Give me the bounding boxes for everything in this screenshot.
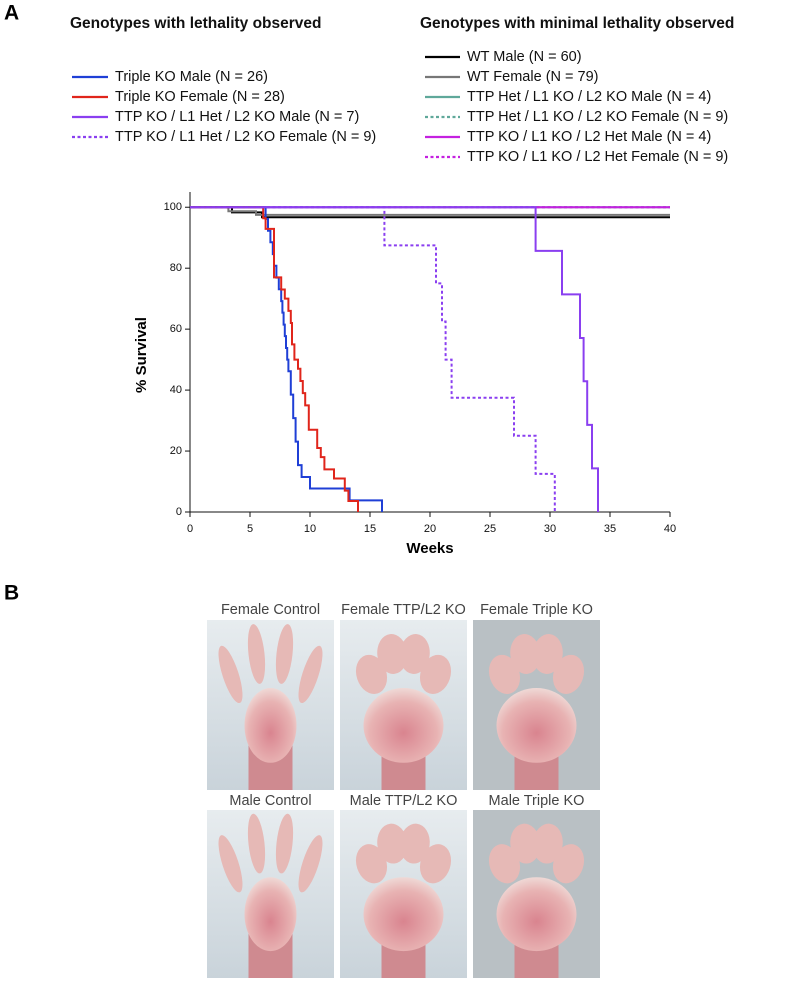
photo-caption: Female Control (221, 602, 320, 618)
legend-label: Triple KO Female (N = 28) (115, 89, 285, 105)
legend-label: WT Male (N = 60) (467, 49, 582, 65)
x-tick-label: 0 (187, 523, 193, 535)
paw-toe (218, 645, 243, 704)
paw-palm (363, 877, 444, 952)
photo-panel: Female Control Female TTP/L2 KO Female Tri… (207, 602, 600, 978)
y-tick-label: 100 (164, 201, 182, 213)
paw-toe (355, 654, 388, 694)
x-tick-label: 35 (604, 523, 616, 535)
panel-label: B (4, 582, 19, 605)
paw-palm (244, 688, 297, 763)
survival-curve (190, 206, 599, 512)
legend-label: TTP KO / L1 Het / L2 KO Female (N = 9) (115, 129, 376, 145)
paw-toe (552, 844, 585, 884)
x-tick-label: 15 (364, 523, 376, 535)
x-tick-label: 25 (484, 523, 496, 535)
paw-toe (298, 645, 323, 704)
photo-caption: Male Triple KO (489, 793, 585, 809)
paw-toe (419, 654, 452, 694)
survival-curve (190, 206, 359, 512)
paw-toe (532, 634, 563, 674)
paw-toe (399, 823, 430, 864)
legend-label: Triple KO Male (N = 26) (115, 69, 268, 85)
legend-label: WT Female (N = 79) (467, 69, 598, 85)
paw-palm (496, 688, 577, 763)
y-axis-title: % Survival (133, 317, 150, 393)
y-tick-label: 20 (170, 445, 182, 457)
survival-curve (190, 206, 383, 512)
paw-palm (244, 877, 297, 952)
x-tick-label: 5 (247, 523, 253, 535)
paw-toe (298, 835, 323, 893)
legend-label: TTP Het / L1 KO / L2 KO Female (N = 9) (467, 109, 728, 125)
paw-toe (247, 624, 266, 684)
photo-caption: Female Triple KO (480, 602, 593, 618)
paw-toe (510, 823, 541, 864)
legend-title: Genotypes with minimal lethality observe… (420, 15, 734, 32)
y-tick-label: 60 (170, 323, 182, 335)
survival-curve (190, 206, 556, 512)
panel-label: A (4, 2, 19, 25)
paw-toe (399, 634, 430, 674)
y-tick-label: 0 (176, 506, 182, 518)
paw-toe (377, 823, 408, 864)
paw-toe (247, 813, 266, 874)
x-axis-title: Weeks (406, 540, 453, 557)
legend-label: TTP KO / L1 KO / L2 Het Female (N = 9) (467, 149, 728, 165)
paw-toe (275, 624, 294, 684)
paw-palm (496, 877, 577, 952)
photo-caption: Male TTP/L2 KO (350, 793, 458, 809)
paw-toe (275, 813, 294, 874)
x-tick-label: 40 (664, 523, 676, 535)
paw-toe (355, 844, 388, 884)
paw-toe (488, 654, 521, 694)
paw-toe (218, 835, 243, 893)
paw-toe (510, 634, 541, 674)
y-tick-label: 80 (170, 262, 182, 274)
y-tick-label: 40 (170, 384, 182, 396)
paw-toe (532, 823, 563, 864)
photo-caption: Female TTP/L2 KO (341, 602, 466, 618)
paw-toe (419, 844, 452, 884)
paw-palm (363, 688, 444, 763)
x-tick-label: 20 (424, 523, 436, 535)
legend-label: TTP KO / L1 KO / L2 Het Male (N = 4) (467, 129, 711, 145)
photo-caption: Male Control (229, 793, 311, 809)
legend-title: Genotypes with lethality observed (70, 15, 322, 32)
paw-toe (377, 634, 408, 674)
legend-label: TTP KO / L1 Het / L2 KO Male (N = 7) (115, 109, 359, 125)
paw-toe (488, 844, 521, 884)
x-tick-label: 30 (544, 523, 556, 535)
x-tick-label: 10 (304, 523, 316, 535)
paw-toe (552, 654, 585, 694)
legend-label: TTP Het / L1 KO / L2 KO Male (N = 4) (467, 89, 711, 105)
